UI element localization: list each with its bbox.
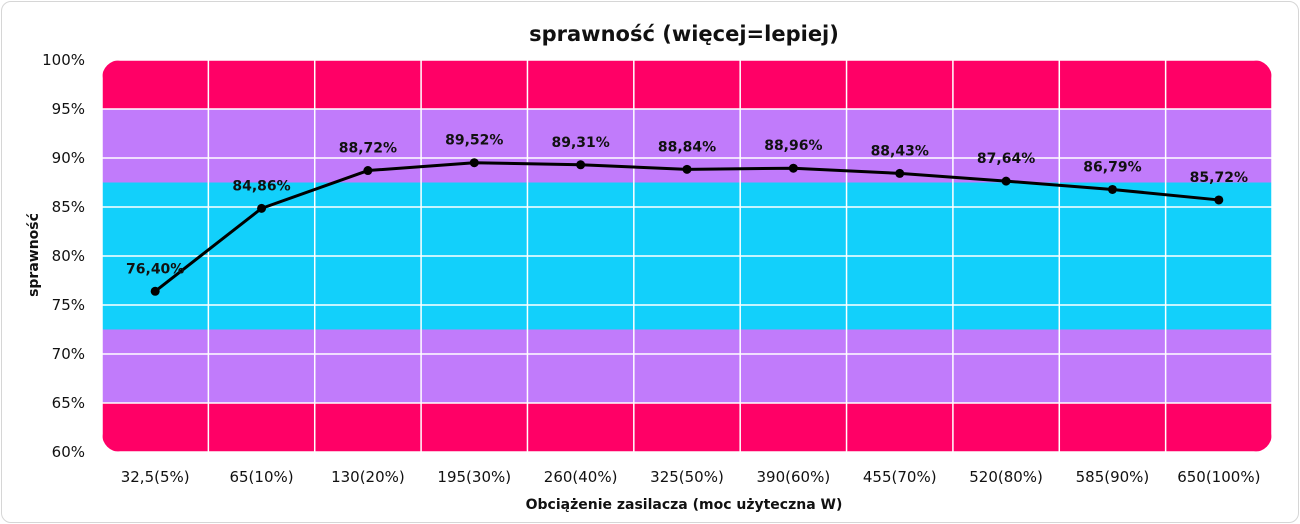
data-point [1214,195,1224,205]
data-label: 86,79% [1083,159,1141,175]
y-tick-label: 100% [42,51,85,69]
y-tick-label: 60% [52,443,85,461]
x-tick-label: 195(30%) [437,468,511,486]
y-tick-label: 65% [52,394,85,412]
chart-title: sprawność (więcej=lepiej) [529,22,839,46]
x-tick-label: 325(50%) [650,468,724,486]
data-label: 89,52% [445,133,503,149]
x-tick-label: 260(40%) [544,468,618,486]
x-tick-label: 650(100%) [1177,468,1260,486]
x-axis-label: Obciążenie zasilacza (moc użyteczna W) [526,497,843,513]
data-label: 76,40% [126,261,184,277]
data-point [363,166,373,176]
y-tick-label: 75% [52,296,85,314]
data-label: 84,86% [232,178,290,194]
band-0 [102,403,1272,452]
x-tick-label: 455(70%) [863,468,937,486]
x-tick-label: 390(60%) [757,468,831,486]
y-axis-label: sprawność [26,213,42,297]
y-tick-label: 70% [52,345,85,363]
data-point [682,164,692,174]
band-4 [102,60,1272,109]
data-label: 88,96% [764,138,822,154]
x-tick-label: 585(90%) [1076,468,1150,486]
grid-lines [102,60,1272,452]
data-point [257,203,267,213]
y-tick-label: 95% [52,100,85,118]
data-point [1107,184,1117,194]
data-label: 88,72% [339,141,397,157]
data-label: 89,31% [551,135,609,151]
data-point [895,168,905,178]
data-point [150,286,160,296]
data-point [469,158,479,168]
data-label: 88,43% [871,143,929,159]
data-point [576,160,586,170]
data-labels: 76,40% 84,86% 88,72% 89,52% 89,31% 88,84% 88,9… [126,133,1248,278]
y-tick-label: 90% [52,149,85,167]
x-tick-labels: 32,5(5%) 65(10%) 130(20%) 195(30%) 260(40%) 3… [121,468,1261,486]
data-label: 85,72% [1190,170,1248,186]
data-points [150,158,1224,296]
band-1 [102,329,1272,403]
data-label: 88,84% [658,139,716,155]
x-tick-label: 32,5(5%) [121,468,190,486]
y-tick-label: 85% [52,198,85,216]
x-tick-label: 65(10%) [229,468,293,486]
data-point [788,163,798,173]
x-tick-label: 130(20%) [331,468,405,486]
data-label: 87,64% [977,151,1035,167]
x-tick-label: 520(80%) [969,468,1043,486]
y-tick-label: 80% [52,247,85,265]
data-point [1001,176,1011,186]
y-tick-labels: 60% 65% 70% 75% 80% 85% 90% 95% 100% [42,51,85,461]
